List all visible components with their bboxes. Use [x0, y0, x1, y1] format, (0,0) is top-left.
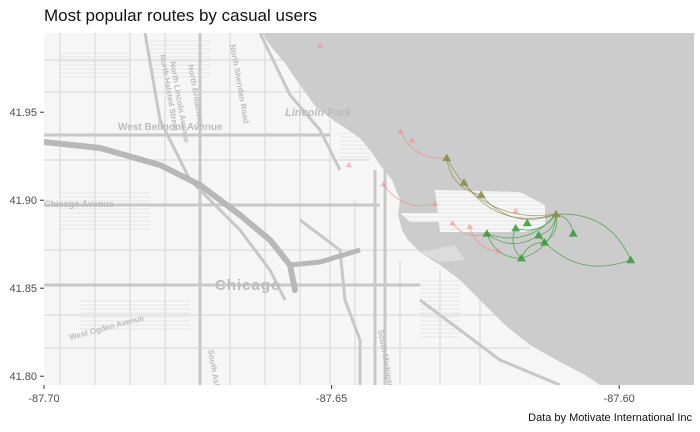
label-west-belmont: West Belmont Avenue — [118, 122, 223, 133]
label-chicago-ave: Chicago Avenue — [44, 199, 114, 209]
station-marker — [551, 209, 561, 218]
y-tick-label: 41.95 — [9, 107, 37, 119]
station-marker — [466, 223, 473, 229]
x-tick-label: -87.70 — [28, 393, 59, 405]
route-line — [515, 214, 557, 231]
route-line — [469, 226, 499, 252]
station-marker — [512, 207, 519, 213]
stations-layer — [316, 42, 636, 264]
station-marker — [431, 200, 439, 206]
label-lincoln-park: Lincoln Park — [285, 107, 352, 119]
station-marker — [568, 229, 578, 237]
station-marker — [408, 137, 416, 143]
route-line — [446, 157, 482, 196]
chicago-river — [44, 139, 298, 293]
station-marker — [511, 223, 521, 232]
label-chicago: Chicago — [215, 277, 281, 294]
route-line — [480, 194, 557, 220]
route-line — [555, 213, 632, 261]
station-marker — [516, 253, 526, 262]
station-marker — [482, 229, 492, 237]
y-axis: 41.80 41.85 41.90 41.95 — [9, 107, 44, 383]
route-line — [452, 222, 488, 236]
station-marker — [449, 219, 456, 226]
data-credit: Data by Motivate International Inc — [528, 412, 692, 424]
x-axis: -87.70 -87.65 -87.60 — [28, 385, 635, 405]
station-marker — [316, 42, 324, 48]
station-marker — [345, 161, 353, 168]
station-marker — [442, 153, 452, 162]
station-marker — [397, 128, 404, 134]
station-marker — [380, 181, 387, 187]
major-roads — [44, 33, 561, 385]
station-marker — [459, 178, 469, 186]
route-line — [383, 184, 436, 207]
x-tick-label: -87.65 — [316, 393, 347, 405]
station-marker — [476, 190, 486, 199]
station-marker — [522, 218, 532, 227]
chart-title: Most popular routes by casual users — [44, 6, 318, 25]
breakwater — [420, 245, 465, 262]
harbor-area — [435, 190, 545, 232]
chicago-river-branch — [289, 247, 361, 268]
route-line — [400, 131, 447, 159]
y-tick-label: 41.85 — [9, 283, 37, 295]
station-marker — [534, 230, 544, 239]
y-tick-label: 41.80 — [9, 371, 37, 383]
station-marker — [495, 248, 502, 254]
station-marker — [539, 237, 549, 246]
station-marker — [626, 255, 636, 264]
x-tick-label: -87.60 — [604, 393, 635, 405]
park-area — [60, 190, 150, 230]
y-tick-label: 41.90 — [9, 195, 37, 207]
